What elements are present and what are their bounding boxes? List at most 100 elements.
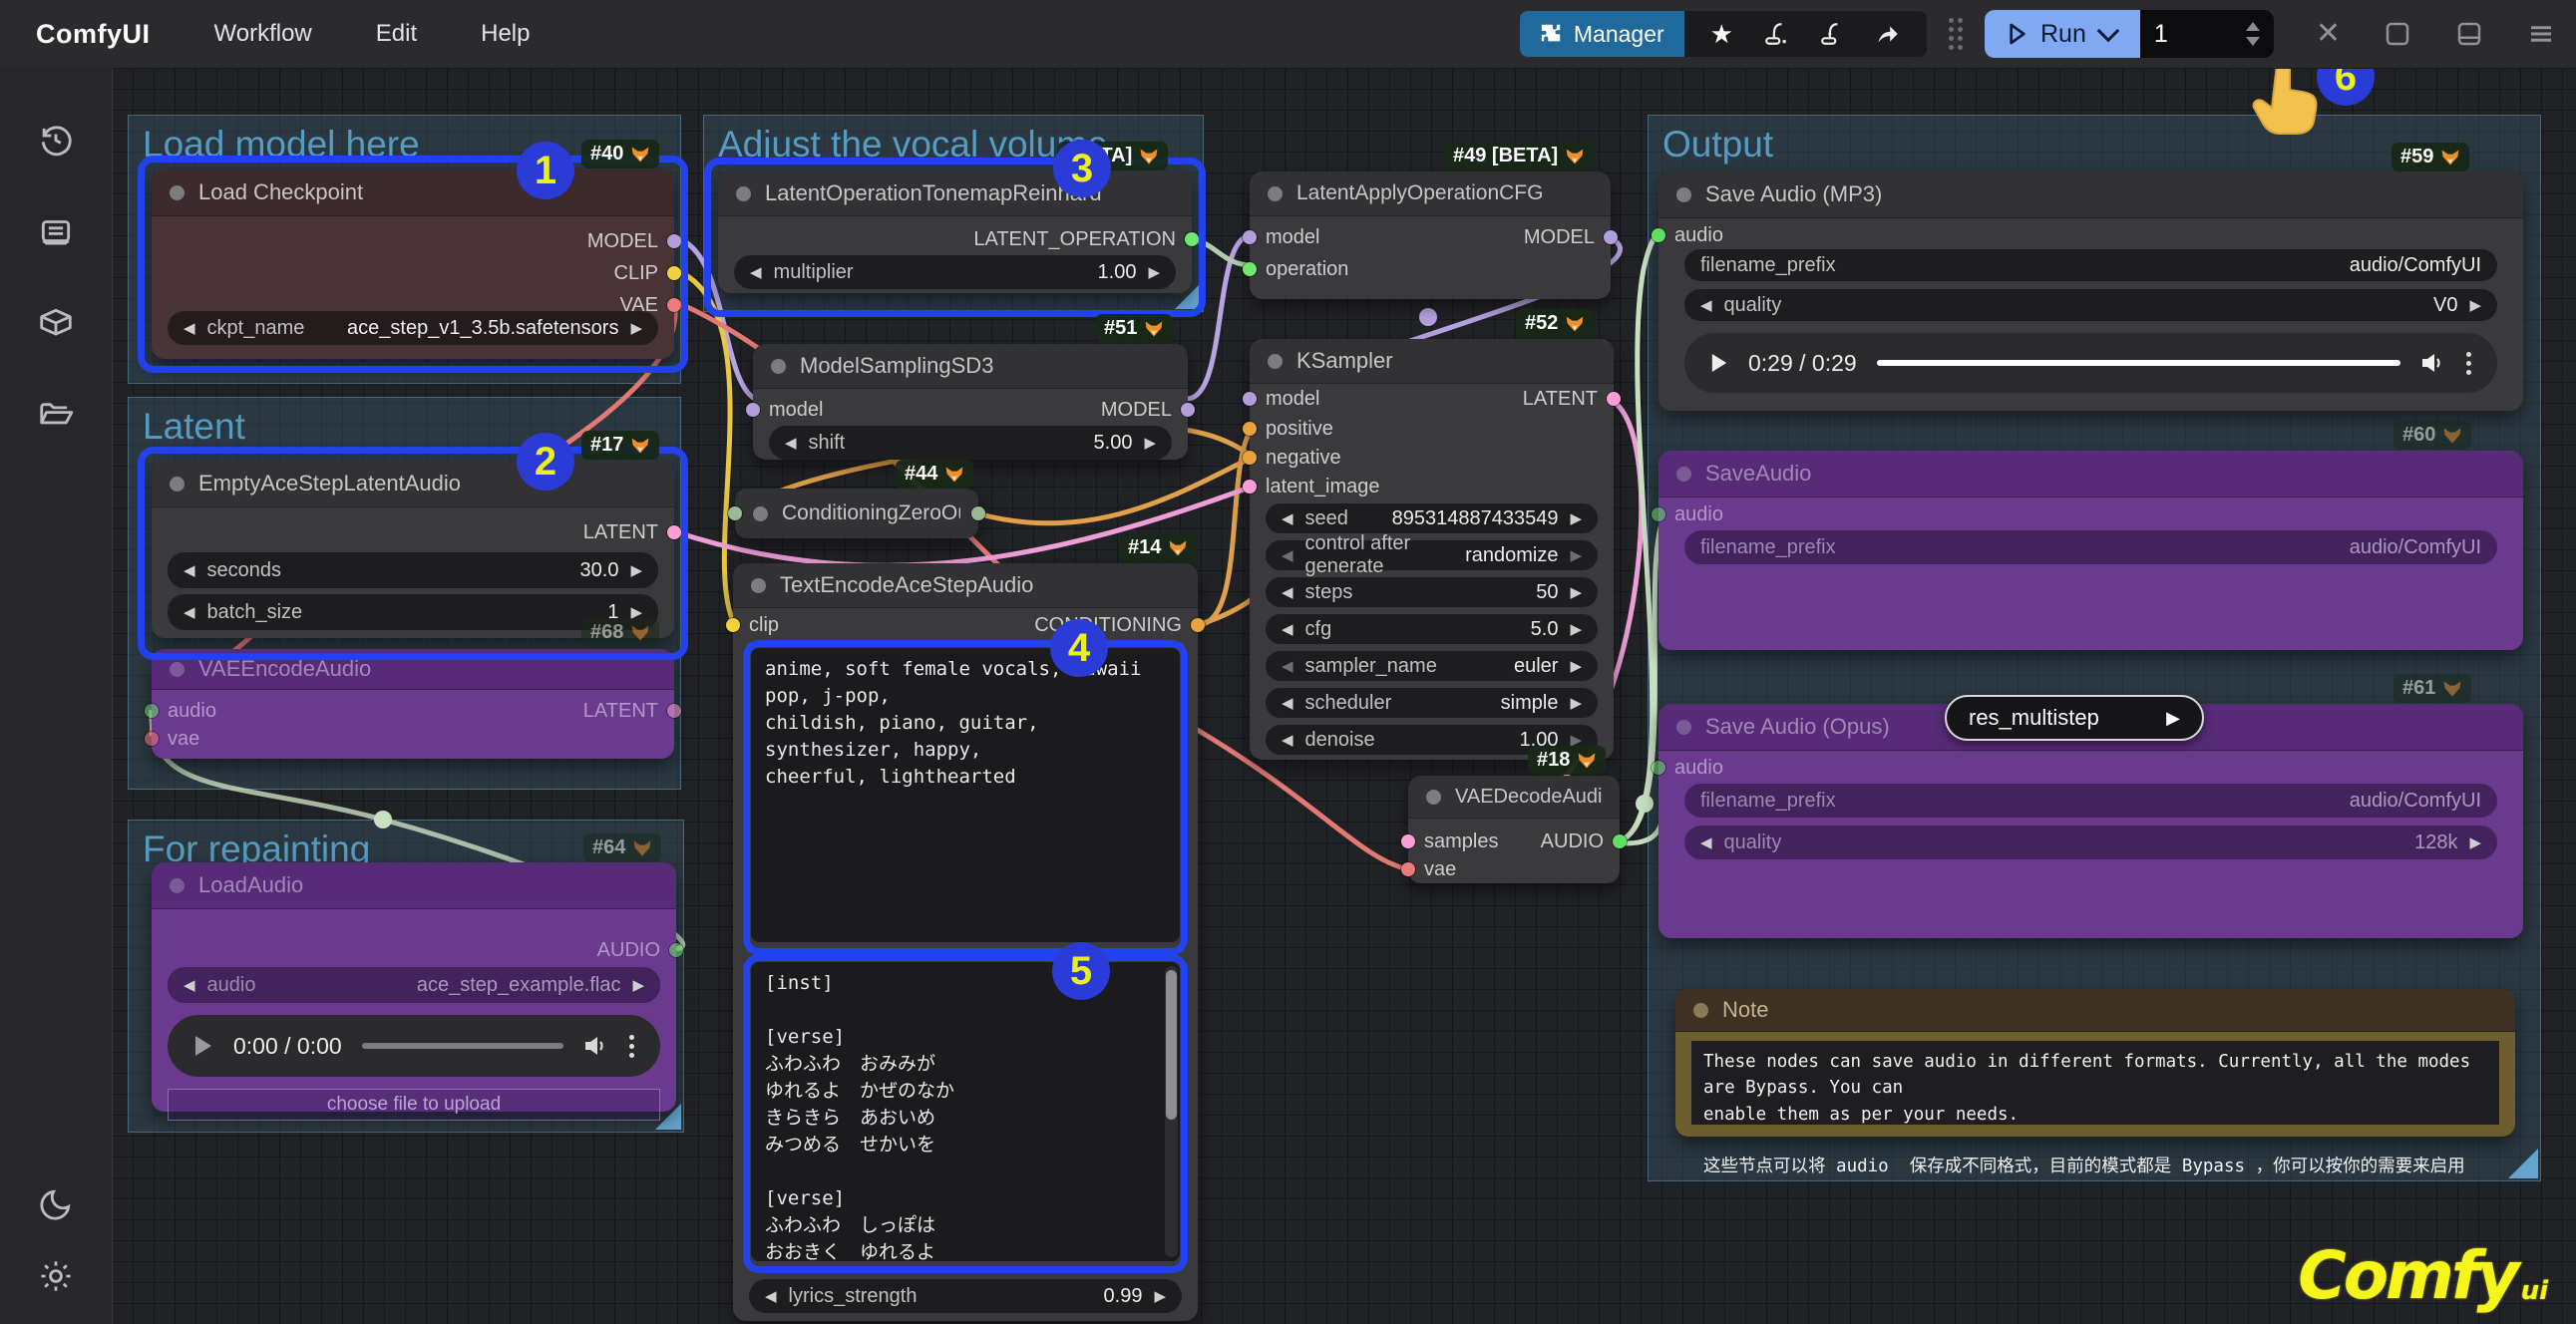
- workflows-folder-icon[interactable]: [36, 395, 76, 435]
- cfg-widget[interactable]: ◀ cfg 5.0 ▶: [1266, 614, 1598, 644]
- model-library-icon[interactable]: [36, 303, 76, 343]
- interrupt-button[interactable]: ✕: [2315, 17, 2341, 50]
- decrement-arrow-icon[interactable]: ◀: [1282, 547, 1293, 564]
- decrement-caret-icon[interactable]: [2245, 37, 2260, 46]
- player-menu-icon[interactable]: [629, 1034, 634, 1058]
- choose-file-button[interactable]: choose file to upload: [168, 1089, 660, 1121]
- increment-arrow-icon[interactable]: ▶: [630, 562, 642, 579]
- node-header[interactable]: LatentApplyOperationCFG: [1250, 171, 1611, 216]
- note-text[interactable]: These nodes can save audio in different …: [1691, 1041, 2499, 1176]
- input-port-vae[interactable]: [1401, 862, 1415, 876]
- collapse-dot[interactable]: [170, 184, 184, 200]
- scrollbar-thumb[interactable]: [1166, 970, 1177, 1120]
- node-header[interactable]: LoadAudio: [152, 862, 676, 909]
- filename-prefix-widget[interactable]: filename_prefix audio/ComfyUI: [1684, 530, 2497, 564]
- increment-arrow-icon[interactable]: ▶: [632, 977, 644, 994]
- decrement-arrow-icon[interactable]: ◀: [785, 435, 797, 452]
- shift-widget[interactable]: ◀ shift 5.00 ▶: [769, 426, 1172, 460]
- audio-file-widget[interactable]: ◀ audio ace_step_example.flac ▶: [168, 967, 660, 1003]
- decrement-arrow-icon[interactable]: ◀: [750, 264, 762, 281]
- node-header[interactable]: TextEncodeAceStepAudio: [733, 563, 1198, 608]
- collapse-dot[interactable]: [1676, 719, 1691, 735]
- play-icon[interactable]: [1710, 352, 1728, 374]
- decrement-arrow-icon[interactable]: ◀: [1282, 621, 1293, 638]
- node-latent-operation-tonemap-reinhard[interactable]: LatentOperationTonemapReinhard LATENT_OP…: [718, 171, 1199, 293]
- collapse-dot[interactable]: [170, 877, 184, 893]
- node-vae-encode-audio[interactable]: VAEEncodeAudio audio LATENT vae: [145, 649, 681, 759]
- node-header[interactable]: Save Audio (MP3): [1658, 171, 2523, 218]
- input-port-audio[interactable]: [1652, 228, 1665, 242]
- input-port-audio[interactable]: [1652, 761, 1665, 775]
- node-text-encode-ace-step-audio[interactable]: TextEncodeAceStepAudio clip CONDITIONING…: [726, 563, 1205, 1321]
- run-button[interactable]: Run: [1984, 10, 2140, 58]
- node-note[interactable]: Note These nodes can save audio in diffe…: [1675, 989, 2515, 1176]
- play-icon[interactable]: [193, 1034, 213, 1058]
- share-icon[interactable]: [1875, 21, 1901, 47]
- output-port-model[interactable]: [667, 234, 681, 248]
- decrement-arrow-icon[interactable]: ◀: [184, 562, 195, 579]
- increment-arrow-icon[interactable]: ▶: [1570, 547, 1582, 564]
- collapse-dot[interactable]: [170, 661, 184, 677]
- increment-arrow-icon[interactable]: ▶: [1148, 264, 1160, 281]
- batch-count-input[interactable]: 1: [2139, 10, 2274, 58]
- output-port-conditioning[interactable]: [1191, 618, 1205, 632]
- node-save-audio-opus[interactable]: Save Audio (Opus) audio filename_prefix …: [1652, 704, 2523, 938]
- expand-arrow-icon[interactable]: ▶: [2166, 707, 2180, 728]
- collapse-dot[interactable]: [753, 505, 768, 521]
- output-port-audio[interactable]: [1613, 834, 1627, 848]
- increment-arrow-icon[interactable]: ▶: [2469, 834, 2481, 851]
- sampler-name-widget[interactable]: ◀ sampler_name euler ▶: [1266, 651, 1598, 681]
- decrement-arrow-icon[interactable]: ◀: [1282, 695, 1293, 712]
- scheduler-widget[interactable]: ◀ scheduler simple ▶: [1266, 688, 1598, 718]
- node-header[interactable]: Note: [1675, 989, 2515, 1032]
- node-vae-decode-audio[interactable]: VAEDecodeAudio samples AUDIO vae: [1401, 776, 1627, 883]
- theme-moon-icon[interactable]: [36, 1184, 76, 1224]
- volume-icon[interactable]: [583, 1034, 609, 1058]
- input-port-conditioning[interactable]: [728, 506, 742, 520]
- increment-arrow-icon[interactable]: ▶: [1154, 1288, 1166, 1305]
- output-port-conditioning[interactable]: [971, 506, 985, 520]
- output-port-clip[interactable]: [667, 266, 681, 280]
- multiplier-widget[interactable]: ◀ multiplier 1.00 ▶: [734, 255, 1176, 289]
- input-port-audio[interactable]: [145, 704, 159, 718]
- menu-workflow[interactable]: Workflow: [213, 20, 312, 47]
- collapse-dot[interactable]: [771, 358, 786, 374]
- collapse-dot[interactable]: [736, 185, 751, 201]
- lyrics-scrollbar[interactable]: [1165, 966, 1178, 1257]
- decrement-arrow-icon[interactable]: ◀: [1700, 297, 1712, 314]
- increment-arrow-icon[interactable]: ▶: [1570, 510, 1582, 527]
- quality-widget[interactable]: ◀ quality V0 ▶: [1684, 289, 2497, 321]
- node-header[interactable]: ConditioningZeroOut: [735, 489, 978, 538]
- increment-arrow-icon[interactable]: ▶: [1570, 584, 1582, 601]
- increment-arrow-icon[interactable]: ▶: [630, 320, 642, 337]
- lyrics-strength-widget[interactable]: ◀ lyrics_strength 0.99 ▶: [749, 1279, 1182, 1313]
- node-header[interactable]: ModelSamplingSD3: [753, 344, 1188, 389]
- input-port-samples[interactable]: [1401, 834, 1415, 848]
- decrement-arrow-icon[interactable]: ◀: [1282, 732, 1293, 749]
- input-port-latent-image[interactable]: [1243, 480, 1257, 494]
- seconds-widget[interactable]: ◀ seconds 30.0 ▶: [168, 552, 658, 588]
- collapse-dot[interactable]: [1676, 186, 1691, 202]
- node-empty-ace-step-latent-audio[interactable]: EmptyAceStepLatentAudio LATENT ◀ seconds…: [152, 461, 681, 638]
- output-port-model[interactable]: [1604, 230, 1618, 244]
- ckpt-name-widget[interactable]: ◀ ckpt_name ace_step_v1_3.5b.safetensors…: [168, 311, 658, 345]
- run-options-chevron-icon[interactable]: [2096, 19, 2120, 43]
- input-port-negative[interactable]: [1243, 451, 1257, 465]
- decrement-arrow-icon[interactable]: ◀: [765, 1288, 777, 1305]
- quality-widget[interactable]: ◀ quality 128k ▶: [1684, 826, 2497, 859]
- lyrics-textarea[interactable]: [inst] [verse] ふわふわ おみみが ゆれるよ かぜのなか きらきら…: [751, 962, 1180, 1261]
- logs-icon[interactable]: [36, 211, 76, 251]
- node-load-audio[interactable]: LoadAudio AUDIO ◀ audio ace_step_example…: [152, 862, 683, 1121]
- tags-textarea[interactable]: anime, soft female vocals, kawaii pop, j…: [751, 648, 1180, 942]
- increment-arrow-icon[interactable]: ▶: [1570, 695, 1582, 712]
- output-port-latent[interactable]: [667, 525, 681, 539]
- output-port-latent[interactable]: [667, 704, 681, 718]
- filename-prefix-widget[interactable]: filename_prefix audio/ComfyUI: [1684, 784, 2497, 818]
- collapse-dot[interactable]: [170, 476, 184, 492]
- input-port-clip[interactable]: [726, 618, 740, 632]
- manager-button[interactable]: Manager: [1519, 11, 1684, 57]
- decrement-arrow-icon[interactable]: ◀: [184, 320, 195, 337]
- node-header[interactable]: VAEDecodeAudio: [1408, 776, 1620, 819]
- output-port-audio[interactable]: [669, 943, 683, 957]
- control-after-generate-widget[interactable]: ◀ control after generate randomize ▶: [1266, 532, 1598, 577]
